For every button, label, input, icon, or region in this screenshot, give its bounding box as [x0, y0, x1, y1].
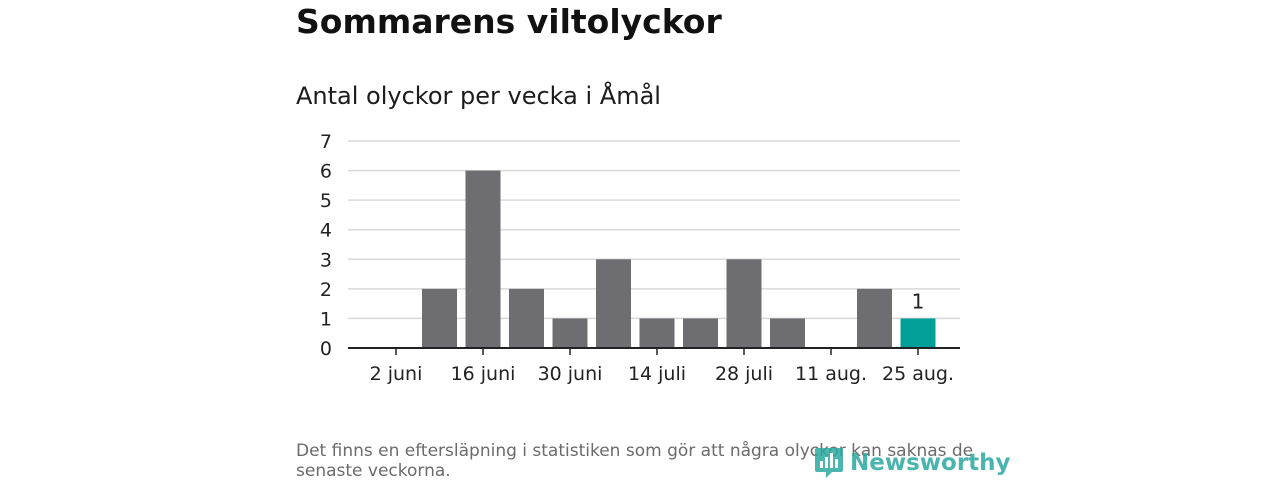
x-tick-label: 25 aug.	[882, 363, 954, 385]
x-tick-label: 14 juli	[628, 363, 686, 385]
bar	[509, 288, 544, 348]
y-tick-label: 5	[320, 190, 332, 212]
x-tick-label: 16 juni	[451, 363, 516, 385]
bar	[900, 318, 936, 348]
x-tick-label: 11 aug.	[795, 363, 867, 385]
logo-text: Newsworthy	[850, 450, 1011, 476]
y-tick-label: 2	[320, 279, 332, 301]
bar	[683, 318, 718, 348]
footnote: Det finns en eftersläpning i statistiken…	[296, 441, 974, 481]
x-tick-label: 28 juli	[715, 363, 773, 385]
chart-title: Sommarens viltolyckor	[296, 2, 722, 41]
bar	[422, 288, 457, 348]
y-tick-label: 4	[320, 220, 332, 242]
newsworthy-logo: Newsworthy	[814, 446, 1011, 480]
bar	[857, 288, 892, 348]
bar	[596, 259, 631, 348]
bar	[639, 318, 675, 348]
bar	[726, 259, 762, 348]
newsworthy-chart-icon	[815, 448, 843, 478]
bar	[770, 318, 805, 348]
data-label: 1	[912, 289, 925, 313]
bar-chart: 0 1 2 3 4 5 6 7 2 juni 16 juni 30 juni 14 juli 28 ju…	[320, 131, 960, 385]
y-tick-label: 0	[320, 338, 332, 360]
y-tick-label: 3	[320, 249, 332, 271]
bar	[552, 318, 588, 348]
x-tick-label: 2 juni	[370, 363, 423, 385]
y-tick-label: 1	[320, 308, 332, 330]
y-tick-label: 6	[320, 161, 332, 183]
chart-subtitle: Antal olyckor per vecka i Åmål	[296, 82, 661, 110]
x-tick-label: 30 juni	[538, 363, 603, 385]
bar	[465, 170, 501, 348]
y-tick-label: 7	[320, 131, 332, 153]
